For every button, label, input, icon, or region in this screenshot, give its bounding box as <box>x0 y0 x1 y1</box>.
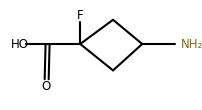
Text: F: F <box>77 9 83 22</box>
Text: HO: HO <box>11 38 29 50</box>
Text: O: O <box>42 80 51 93</box>
Text: NH₂: NH₂ <box>180 38 202 50</box>
